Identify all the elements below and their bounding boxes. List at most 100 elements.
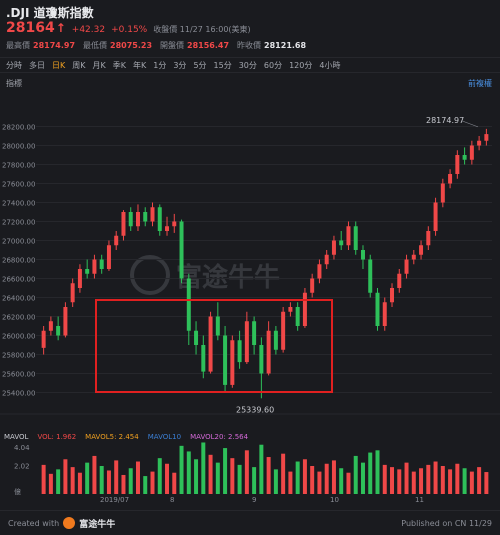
- candle-body: [135, 212, 140, 227]
- y-tick-label: 27800.00: [2, 162, 35, 170]
- candle-body: [273, 330, 278, 350]
- candle-body: [165, 226, 170, 231]
- volume-bar: [404, 462, 409, 494]
- volume-bar: [135, 461, 140, 494]
- volume-bar: [273, 469, 278, 494]
- tab-120min[interactable]: 120分: [289, 60, 313, 70]
- candle-body: [157, 207, 162, 231]
- candle-body: [208, 316, 213, 372]
- volume-bar: [201, 442, 206, 494]
- tab-monthly-k[interactable]: 月K: [92, 60, 106, 70]
- volume-bar: [360, 462, 365, 494]
- x-tick-label: 10: [330, 496, 339, 504]
- candle-body: [114, 235, 119, 246]
- volume-bar: [266, 457, 271, 494]
- created-with-label: Created with: [8, 518, 60, 528]
- volume-bar: [288, 471, 293, 494]
- tab-4hour[interactable]: 4小時: [319, 60, 341, 70]
- change-percent: +0.15%: [111, 25, 148, 35]
- candle-body: [106, 245, 111, 269]
- candle-body: [215, 316, 220, 336]
- futu-logo-icon: [130, 255, 170, 295]
- tab-1min[interactable]: 1分: [153, 60, 167, 70]
- tab-yearly-k[interactable]: 年K: [133, 60, 147, 70]
- volume-bar: [310, 466, 315, 494]
- tab-60min[interactable]: 60分: [263, 60, 283, 70]
- candle-body: [484, 134, 489, 141]
- y-tick-label: 26600.00: [2, 276, 35, 284]
- close-status: 收盤價 11/27 16:00(美東): [153, 25, 251, 34]
- volume-bar: [223, 448, 228, 494]
- volume-bar: [477, 467, 482, 494]
- timeframe-tabs: 分時 多日 日K 周K 月K 季K 年K 1分 3分 5分 15分 30分 60…: [0, 57, 500, 73]
- candle-body: [404, 259, 409, 274]
- volume-bar: [295, 461, 300, 494]
- volume-bar: [411, 471, 416, 494]
- stat-prev-close: 昨收價 28121.68: [237, 41, 307, 50]
- candle-body: [92, 259, 97, 274]
- candle-body: [99, 259, 104, 269]
- candle-body: [477, 140, 482, 146]
- tab-30min[interactable]: 30分: [238, 60, 257, 70]
- tab-daily-k[interactable]: 日K: [52, 60, 66, 70]
- high-annotation-leader: [461, 120, 479, 128]
- candle-body: [360, 250, 365, 260]
- candle-body: [397, 273, 402, 288]
- candle-body: [77, 269, 82, 288]
- candle-body: [339, 240, 344, 246]
- volume-bar: [324, 463, 329, 494]
- candle-body: [295, 307, 300, 326]
- candle-body: [48, 321, 53, 331]
- last-price: 28164: [6, 20, 55, 36]
- adjust-mode-button[interactable]: 前複權: [468, 79, 492, 88]
- candle-body: [230, 340, 235, 385]
- candle-body: [56, 326, 61, 336]
- volume-bar: [302, 459, 307, 494]
- candle-body: [317, 264, 322, 279]
- volume-bar: [165, 463, 170, 494]
- legend-mavol10: MAVOL10: [147, 433, 182, 441]
- stat-open: 開盤價 28156.47: [160, 41, 230, 50]
- volume-bar: [114, 460, 119, 494]
- tab-3min[interactable]: 3分: [173, 60, 187, 70]
- volume-bar: [157, 458, 162, 494]
- y-tick-label: 27000.00: [2, 238, 35, 246]
- volume-bar: [99, 466, 104, 494]
- candle-body: [128, 212, 133, 227]
- volume-bar: [106, 470, 111, 494]
- volume-bar: [121, 474, 126, 494]
- tab-multi-day[interactable]: 多日: [29, 60, 45, 70]
- y-tick-label: 27200.00: [2, 219, 35, 227]
- candle-body: [390, 288, 395, 303]
- indicator-label[interactable]: 指標: [6, 79, 22, 88]
- candle-body: [324, 254, 329, 265]
- tab-intraday[interactable]: 分時: [6, 60, 22, 70]
- volume-bar: [41, 464, 46, 494]
- volume-bar: [469, 471, 474, 494]
- volume-bar: [455, 463, 460, 494]
- candle-body: [266, 330, 271, 374]
- candlestick-chart[interactable]: 28200.00 28000.00 27800.00 27600.00 27400.00…: [0, 88, 500, 508]
- watermark: 富途牛牛: [130, 255, 280, 295]
- legend-vol: VOL: 1.962: [37, 433, 77, 441]
- volume-bar: [194, 459, 199, 494]
- high-annotation: 28174.97: [426, 116, 464, 125]
- highlight-box: [95, 299, 333, 393]
- volume-bar: [128, 468, 133, 494]
- tab-quarterly-k[interactable]: 季K: [112, 60, 126, 70]
- volume-bar: [48, 473, 53, 494]
- volume-tick-label: 2.02: [14, 462, 30, 470]
- tab-5min[interactable]: 5分: [193, 60, 207, 70]
- candle-body: [426, 231, 431, 246]
- tab-15min[interactable]: 15分: [213, 60, 232, 70]
- legend-mavol: MAVOL: [4, 433, 29, 441]
- y-tick-label: 26800.00: [2, 257, 35, 265]
- candle-body: [179, 221, 184, 279]
- tab-weekly-k[interactable]: 周K: [72, 60, 86, 70]
- volume-bar: [368, 452, 373, 494]
- volume-bar: [143, 476, 148, 494]
- candle-body: [353, 226, 358, 250]
- volume-bar: [85, 462, 90, 494]
- volume-bar: [259, 444, 264, 494]
- y-tick-label: 26000.00: [2, 333, 35, 341]
